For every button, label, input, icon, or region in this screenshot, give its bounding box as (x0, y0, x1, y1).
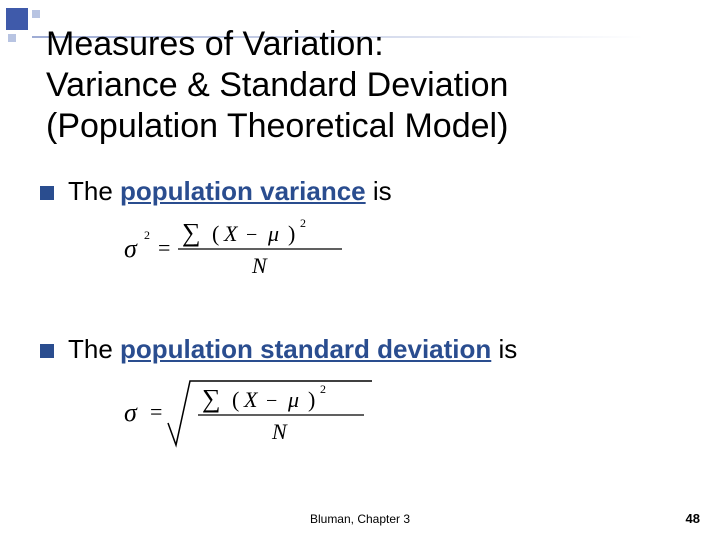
formula-stddev-svg: σ = ∑ ( X − μ ) 2 N (120, 373, 380, 453)
formula-variance-svg: σ 2 = ∑ ( X − μ ) 2 N (120, 215, 350, 279)
deco-square-large-icon (6, 8, 28, 30)
title-line-1: Measures of Variation: (46, 25, 384, 63)
footer-source: Bluman, Chapter 3 (0, 512, 720, 526)
bullet-item-2: The population standard deviation is (40, 334, 680, 365)
sd-minus: − (266, 390, 277, 412)
sd-exp: 2 (320, 382, 326, 396)
var-close: ) (288, 221, 295, 246)
var-eq: = (158, 235, 170, 260)
bullet-2-text: The population standard deviation is (68, 334, 517, 365)
var-X: X (223, 221, 239, 246)
var-sum: ∑ (182, 218, 201, 247)
bullet-item-1: The population variance is (40, 176, 680, 207)
bullet-1-post: is (366, 176, 392, 206)
deco-square-small-1-icon (32, 10, 40, 18)
slide-body: The population variance is σ 2 = ∑ ( X −… (40, 176, 680, 458)
title-line-2: Variance & Standard Deviation (46, 66, 508, 104)
bullet-icon (40, 186, 54, 200)
corner-decoration (6, 8, 40, 48)
var-denom: N (251, 253, 268, 278)
sd-mu: μ (287, 387, 299, 412)
sd-eq: = (150, 399, 162, 424)
bullet-2-pre: The (68, 334, 120, 364)
bullet-1-term: population variance (120, 176, 366, 206)
bullet-1-pre: The (68, 176, 120, 206)
sd-sigma: σ (124, 398, 138, 427)
title-line-3: (Population Theoretical Model) (46, 107, 508, 145)
formula-stddev: σ = ∑ ( X − μ ) 2 N (120, 373, 680, 458)
var-exp: 2 (300, 216, 306, 230)
sd-X: X (243, 387, 259, 412)
var-minus: − (246, 224, 257, 246)
deco-square-small-2-icon (8, 34, 16, 42)
var-open: ( (212, 221, 219, 246)
formula-variance: σ 2 = ∑ ( X − μ ) 2 N (120, 215, 680, 284)
slide-title: Measures of Variation: Variance & Standa… (46, 24, 686, 146)
sd-close: ) (308, 387, 315, 412)
var-mu: μ (267, 221, 279, 246)
var-sup: 2 (144, 228, 150, 242)
bullet-icon (40, 344, 54, 358)
sd-sum: ∑ (202, 384, 221, 413)
bullet-2-term: population standard deviation (120, 334, 491, 364)
bullet-1-text: The population variance is (68, 176, 392, 207)
bullet-2-post: is (491, 334, 517, 364)
sd-denom: N (271, 419, 288, 444)
footer-page-number: 48 (686, 511, 700, 526)
sd-open: ( (232, 387, 239, 412)
var-sigma: σ (124, 234, 138, 263)
